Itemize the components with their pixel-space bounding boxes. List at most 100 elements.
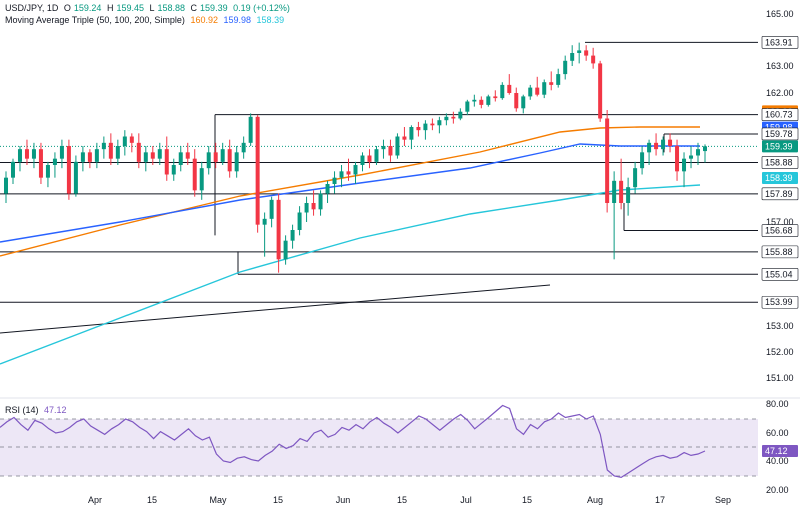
candle-body[interactable] — [157, 149, 162, 159]
candle-body[interactable] — [472, 99, 477, 102]
candle-body[interactable] — [514, 93, 519, 109]
candle-body[interactable] — [521, 96, 526, 109]
candle-body[interactable] — [570, 53, 575, 61]
candle-body[interactable] — [255, 116, 260, 225]
candle-body[interactable] — [668, 139, 673, 146]
candle-body[interactable] — [388, 146, 393, 156]
candle-body[interactable] — [437, 120, 442, 126]
candle-body[interactable] — [199, 168, 204, 191]
candle-body[interactable] — [248, 116, 253, 143]
candle-body[interactable] — [10, 161, 15, 178]
candle-body[interactable] — [640, 152, 645, 169]
candle-body[interactable] — [171, 165, 176, 175]
candle-body[interactable] — [325, 184, 330, 194]
candle-body[interactable] — [269, 199, 274, 219]
candle-body[interactable] — [318, 193, 323, 210]
candle-body[interactable] — [17, 149, 22, 162]
candle-body[interactable] — [143, 152, 148, 162]
candle-body[interactable] — [647, 142, 652, 153]
candle-body[interactable] — [52, 158, 57, 165]
symbol-label[interactable]: USD/JPY, 1D — [5, 3, 59, 13]
candle-body[interactable] — [493, 96, 498, 99]
candle-body[interactable] — [45, 165, 50, 178]
candle-body[interactable] — [619, 180, 624, 203]
candle-body[interactable] — [360, 155, 365, 166]
candle-body[interactable] — [367, 155, 372, 162]
candle-body[interactable] — [500, 84, 505, 99]
candle-body[interactable] — [416, 127, 421, 131]
candle-body[interactable] — [24, 149, 29, 159]
candle-body[interactable] — [136, 142, 141, 162]
candle-body[interactable] — [73, 161, 78, 194]
candle-body[interactable] — [115, 146, 120, 159]
candle-body[interactable] — [654, 142, 659, 150]
candle-body[interactable] — [444, 116, 449, 121]
ma-label[interactable]: Moving Average Triple (50, 100, 200, Sim… — [5, 15, 185, 25]
candle-body[interactable] — [689, 155, 694, 159]
candle-body[interactable] — [227, 149, 232, 172]
candle-body[interactable] — [185, 152, 190, 159]
candle-body[interactable] — [535, 87, 540, 95]
candle-body[interactable] — [66, 146, 71, 194]
candle-body[interactable] — [332, 177, 337, 184]
candle-body[interactable] — [87, 152, 92, 162]
candle-body[interactable] — [108, 142, 113, 159]
candle-body[interactable] — [577, 50, 582, 53]
rsi-label[interactable]: RSI (14) — [5, 405, 39, 415]
candle-body[interactable] — [311, 203, 316, 210]
candle-body[interactable] — [633, 168, 638, 188]
candle-body[interactable] — [220, 149, 225, 162]
candle-body[interactable] — [591, 55, 596, 64]
candle-body[interactable] — [206, 152, 211, 169]
candle-body[interactable] — [241, 142, 246, 153]
candle-body[interactable] — [339, 171, 344, 178]
candle-body[interactable] — [612, 180, 617, 203]
candle-body[interactable] — [290, 230, 295, 241]
candle-body[interactable] — [465, 101, 470, 112]
candle-body[interactable] — [430, 123, 435, 126]
candle-body[interactable] — [192, 158, 197, 191]
candle-body[interactable] — [31, 149, 36, 159]
candle-body[interactable] — [528, 87, 533, 97]
candle-body[interactable] — [451, 116, 456, 119]
candle-body[interactable] — [682, 158, 687, 172]
candle-body[interactable] — [675, 146, 680, 172]
candle-body[interactable] — [703, 146, 707, 152]
candle-body[interactable] — [423, 123, 428, 131]
candle-body[interactable] — [395, 136, 400, 156]
candle-body[interactable] — [94, 149, 99, 162]
candle-body[interactable] — [374, 149, 379, 162]
candle-body[interactable] — [661, 139, 666, 150]
candle-body[interactable] — [276, 199, 281, 260]
candle-body[interactable] — [542, 82, 547, 95]
candle-body[interactable] — [563, 60, 568, 75]
candle-body[interactable] — [353, 165, 358, 175]
candle-body[interactable] — [598, 63, 603, 119]
candle-body[interactable] — [122, 136, 127, 147]
candle-body[interactable] — [402, 136, 407, 140]
candle-body[interactable] — [556, 74, 561, 85]
candle-body[interactable] — [507, 84, 512, 93]
candle-body[interactable] — [304, 203, 309, 213]
candle-body[interactable] — [584, 50, 589, 56]
candle-body[interactable] — [262, 218, 267, 225]
candle-body[interactable] — [101, 142, 106, 150]
candle-body[interactable] — [696, 149, 701, 156]
candle-body[interactable] — [283, 240, 288, 260]
candle-body[interactable] — [80, 152, 85, 162]
candle-body[interactable] — [234, 152, 239, 172]
candle-body[interactable] — [4, 177, 8, 194]
candle-body[interactable] — [409, 127, 414, 140]
candle-body[interactable] — [38, 149, 43, 178]
candle-body[interactable] — [381, 146, 386, 150]
candle-body[interactable] — [458, 111, 463, 119]
candle-body[interactable] — [626, 187, 631, 203]
candle-body[interactable] — [605, 118, 610, 204]
candle-body[interactable] — [486, 96, 491, 105]
candle-body[interactable] — [129, 136, 134, 143]
candle-body[interactable] — [549, 82, 554, 85]
candle-body[interactable] — [213, 152, 218, 162]
candle-body[interactable] — [150, 152, 155, 159]
candle-body[interactable] — [297, 212, 302, 231]
